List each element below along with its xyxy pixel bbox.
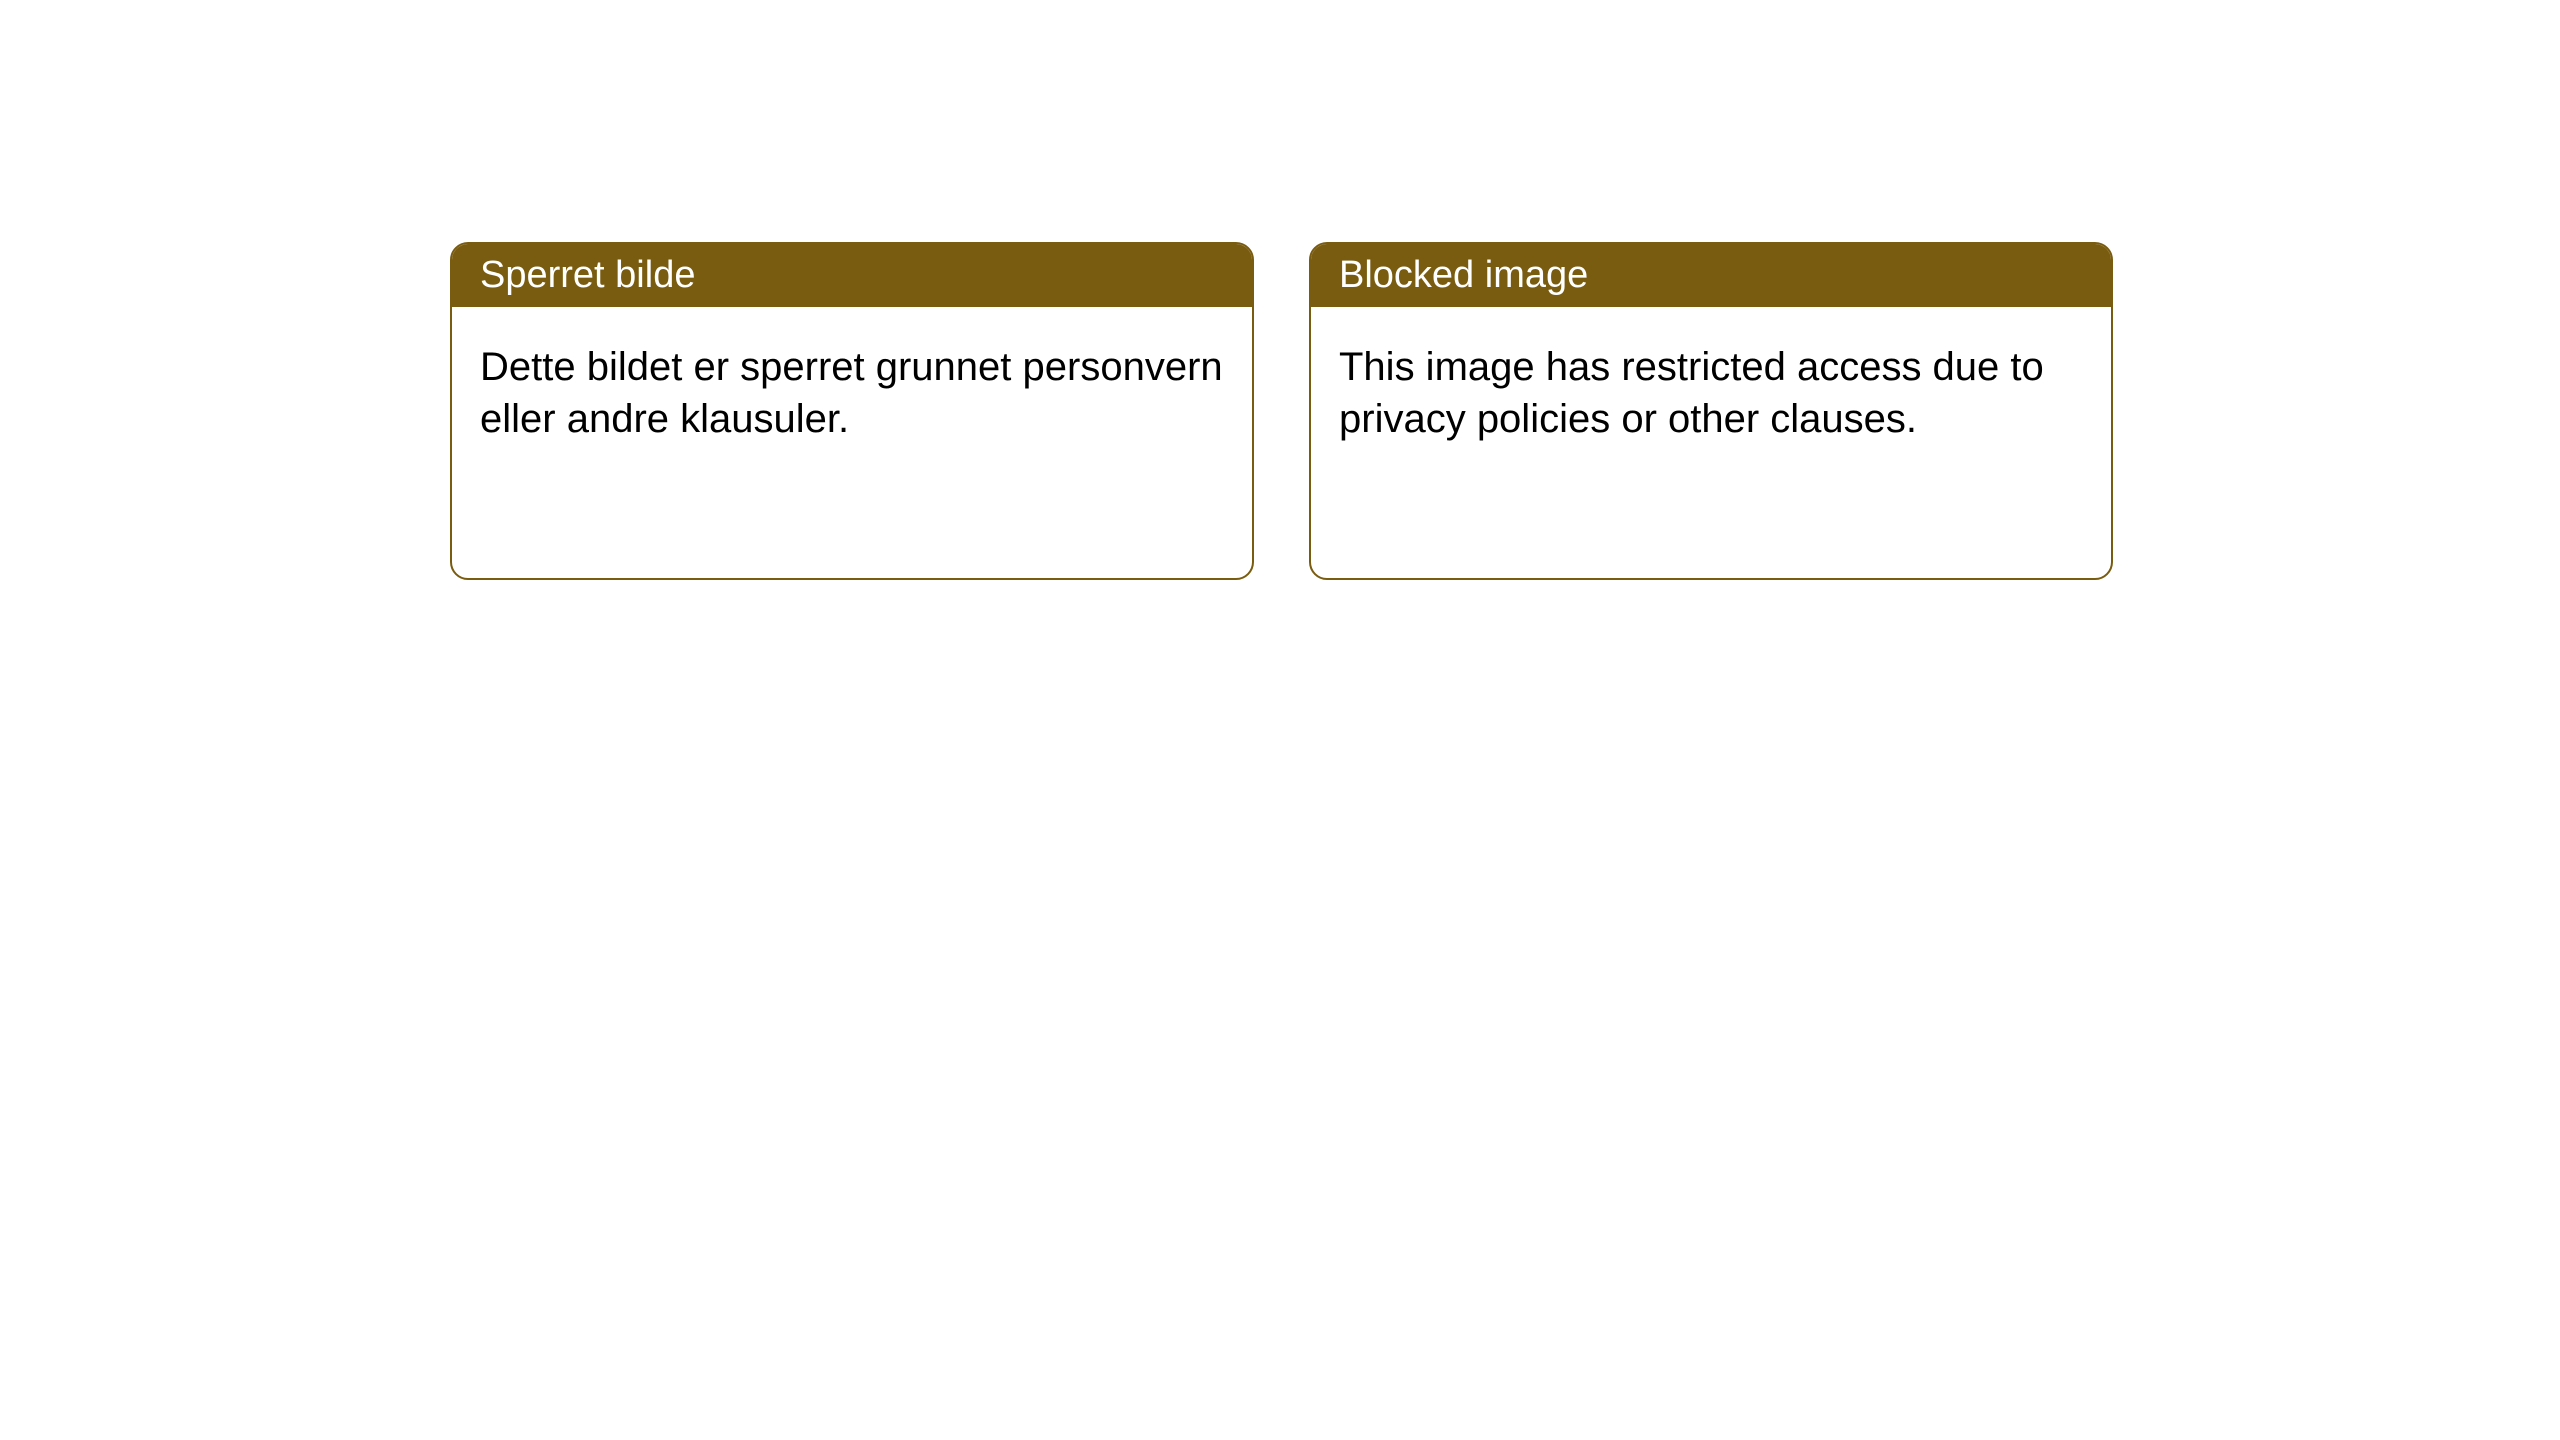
card-header-norwegian: Sperret bilde — [452, 244, 1252, 307]
card-title: Sperret bilde — [480, 254, 695, 296]
blocked-image-card-norwegian: Sperret bilde Dette bildet er sperret gr… — [450, 242, 1254, 580]
card-body-text: Dette bildet er sperret grunnet personve… — [480, 345, 1223, 441]
card-body-english: This image has restricted access due to … — [1311, 307, 2111, 479]
card-header-english: Blocked image — [1311, 244, 2111, 307]
card-title: Blocked image — [1339, 254, 1588, 296]
card-body-text: This image has restricted access due to … — [1339, 345, 2044, 441]
blocked-image-card-english: Blocked image This image has restricted … — [1309, 242, 2113, 580]
card-body-norwegian: Dette bildet er sperret grunnet personve… — [452, 307, 1252, 479]
notice-container: Sperret bilde Dette bildet er sperret gr… — [450, 242, 2113, 580]
